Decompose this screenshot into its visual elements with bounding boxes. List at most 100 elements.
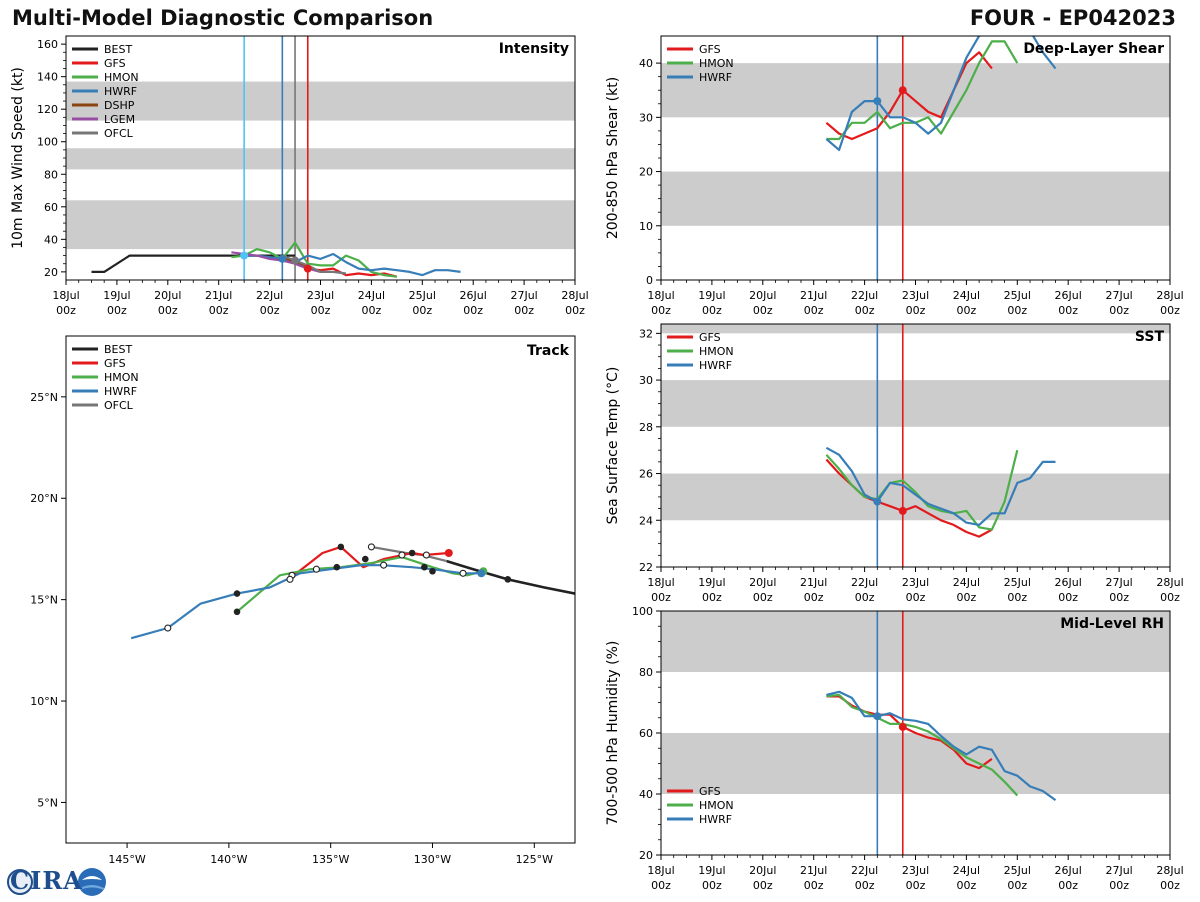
track-frame	[65, 335, 576, 844]
track-marker-open	[367, 543, 375, 551]
track-marker-best	[337, 543, 345, 551]
intensity-legend-label-hmon: HMON	[104, 71, 139, 84]
sst-xtick-sublabel: 00z	[906, 591, 926, 604]
shear-xtick-sublabel: 00z	[957, 304, 977, 317]
sst-xtick-sublabel: 00z	[1160, 591, 1180, 604]
rh-xtick-sublabel: 00z	[906, 879, 926, 892]
track-ytick-label: 15°N	[30, 594, 58, 607]
rh-title: Mid-Level RH	[1060, 616, 1164, 632]
track-legend-label-gfs: GFS	[104, 357, 126, 370]
track-marker-open	[312, 565, 320, 573]
sst-legend-label-hmon: HMON	[699, 345, 734, 358]
rh-xtick-label: 24Jul	[953, 864, 980, 877]
intensity-xtick-label: 18Jul	[52, 289, 79, 302]
track-marker-best	[333, 563, 341, 571]
intensity-xtick-label: 23Jul	[307, 289, 334, 302]
intensity-xtick-sublabel: 00z	[107, 304, 127, 317]
rh-ylabel: 700-500 hPa Humidity (%)	[605, 641, 621, 826]
intensity-ytick-label: 20	[44, 266, 58, 279]
rh-marker-hwrf	[873, 712, 882, 721]
sst-legend-label-hwrf: HWRF	[699, 359, 732, 372]
intensity-legend-label-ofcl: OFCL	[104, 127, 134, 140]
intensity-xtick-label: 26Jul	[460, 289, 487, 302]
intensity-ytick-label: 120	[37, 103, 58, 116]
shear-ytick-label: 40	[639, 57, 653, 70]
shear-ytick-label: 10	[639, 220, 653, 233]
shear-series-hwrf	[825, 36, 1057, 151]
shear-xtick-sublabel: 00z	[906, 304, 926, 317]
shear-series-hmon	[826, 40, 1019, 141]
rh-xtick-label: 26Jul	[1055, 864, 1082, 877]
track-series-best	[446, 559, 575, 595]
shear-band-0	[661, 171, 1170, 226]
shear-xtick-sublabel: 00z	[855, 304, 875, 317]
sst-xtick-sublabel: 00z	[651, 591, 671, 604]
intensity-xtick-sublabel: 00z	[260, 304, 280, 317]
rh-ytick-label: 20	[639, 849, 653, 862]
sst-ytick-label: 22	[639, 561, 653, 574]
rh-xtick-label: 19Jul	[698, 864, 725, 877]
intensity-ytick-label: 160	[37, 38, 58, 51]
sst-band-0	[661, 473, 1170, 521]
intensity-band-2	[66, 81, 575, 121]
intensity-xtick-sublabel: 00z	[412, 304, 432, 317]
track-xtick-label: 145°W	[108, 853, 145, 866]
rh-legend-label-hwrf: HWRF	[699, 813, 732, 826]
shear-xtick-label: 28Jul	[1156, 289, 1183, 302]
rh-band-1	[661, 611, 1170, 672]
intensity-ylabel: 10m Max Wind Speed (kt)	[10, 67, 26, 249]
sst-xtick-label: 22Jul	[851, 576, 878, 589]
shear-title: Deep-Layer Shear	[1023, 41, 1164, 57]
intensity-xtick-sublabel: 00z	[362, 304, 382, 317]
sst-xtick-sublabel: 00z	[804, 591, 824, 604]
sst-ylabel: Sea Surface Temp (°C)	[605, 367, 621, 525]
track-marker-best	[361, 555, 369, 563]
sst-xtick-sublabel: 00z	[855, 591, 875, 604]
track-series-hmon	[236, 555, 484, 613]
rh-xtick-label: 22Jul	[851, 864, 878, 877]
sst-xtick-label: 28Jul	[1156, 576, 1183, 589]
track-marker-best	[233, 608, 241, 616]
rh-series-hmon	[826, 693, 1019, 797]
sst-ytick-label: 30	[639, 374, 653, 387]
intensity-xtick-label: 27Jul	[510, 289, 537, 302]
rh-ytick-label: 40	[639, 788, 653, 801]
figure-title: Multi-Model Diagnostic Comparison	[12, 6, 434, 30]
track-legend-label-hwrf: HWRF	[104, 385, 137, 398]
shear-xtick-label: 23Jul	[902, 289, 929, 302]
track-xtick-label: 130°W	[414, 853, 451, 866]
rh-series-hwrf	[826, 690, 1057, 801]
intensity-legend-label-dshp: DSHP	[104, 99, 135, 112]
rh-ytick-label: 100	[632, 605, 653, 618]
intensity-ytick-label: 140	[37, 71, 58, 84]
rh-xtick-label: 23Jul	[902, 864, 929, 877]
sst-xtick-sublabel: 00z	[957, 591, 977, 604]
rh-xtick-label: 28Jul	[1156, 864, 1183, 877]
intensity-marker-hwrf	[240, 251, 249, 260]
intensity-xtick-sublabel: 00z	[565, 304, 585, 317]
rh-xtick-sublabel: 00z	[1109, 879, 1129, 892]
shear-xtick-label: 19Jul	[698, 289, 725, 302]
track-ytick-label: 10°N	[30, 695, 58, 708]
shear-series-gfs	[825, 51, 993, 141]
shear-xtick-sublabel: 00z	[1058, 304, 1078, 317]
shear-marker-hwrf	[873, 97, 882, 106]
rh-xtick-sublabel: 00z	[1058, 879, 1078, 892]
track-ytick-label: 25°N	[30, 391, 58, 404]
intensity-marker-ofcl	[291, 256, 300, 265]
track-ytick-label: 20°N	[30, 492, 58, 505]
shear-xtick-label: 25Jul	[1004, 289, 1031, 302]
track-marker-open	[164, 624, 172, 632]
intensity-ytick-label: 100	[37, 136, 58, 149]
track-xtick-label: 125°W	[516, 853, 553, 866]
cira-logo: CIRA	[4, 866, 108, 898]
intensity-xtick-sublabel: 00z	[158, 304, 178, 317]
intensity-marker-gfs	[303, 264, 312, 273]
track-marker-best	[429, 567, 436, 575]
rh-series-group	[826, 690, 1057, 801]
shear-marker-gfs	[898, 86, 907, 95]
track-marker-best	[233, 590, 241, 597]
rh-xtick-label: 18Jul	[647, 864, 674, 877]
logo-text: CIRA	[10, 866, 83, 895]
rh-panel: 20 40 60 80 100 18Jul 00z 19Jul 00z 20Jul 00z 21Jul…	[605, 605, 1184, 892]
